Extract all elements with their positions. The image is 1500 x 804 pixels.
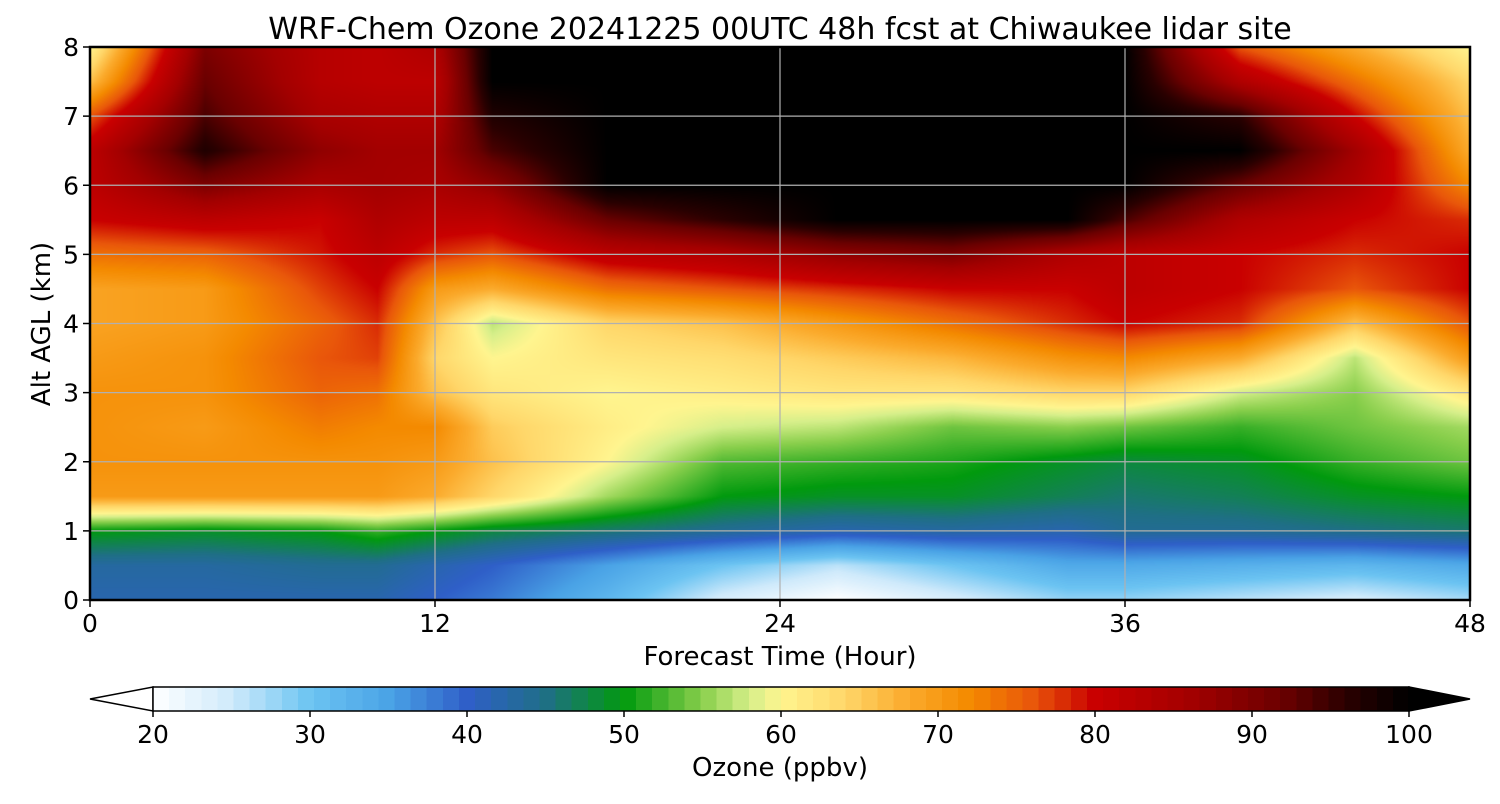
colorbar-tick-label: 20 <box>137 720 169 749</box>
x-axis-label: Forecast Time (Hour) <box>643 642 916 672</box>
colorbar-ramp <box>153 687 1409 711</box>
colorbar-tick-label: 60 <box>765 720 797 749</box>
colorbar: 20 30 40 50 60 70 80 90 100 <box>89 686 1471 749</box>
colorbar-tick-label: 80 <box>1079 720 1111 749</box>
colorbar-ticks: 20 30 40 50 60 70 80 90 100 <box>137 711 1433 749</box>
colorbar-tick-label: 70 <box>922 720 954 749</box>
y-tick-label: 7 <box>63 102 79 131</box>
x-tick-label: 24 <box>764 609 796 638</box>
colorbar-extend-low <box>89 686 154 712</box>
x-axis-ticks: 0 12 24 36 48 <box>82 600 1486 638</box>
y-tick-label: 5 <box>63 240 79 269</box>
colorbar-tick-label: 40 <box>451 720 483 749</box>
y-tick-label: 8 <box>63 33 79 62</box>
y-tick-label: 1 <box>63 517 79 546</box>
x-tick-label: 12 <box>419 609 451 638</box>
grid-lines <box>90 47 1470 600</box>
y-tick-label: 0 <box>63 586 79 615</box>
y-axis-ticks: 0 1 2 3 4 5 6 7 8 <box>63 33 90 615</box>
x-tick-label: 48 <box>1454 609 1486 638</box>
y-axis-label: Alt AGL (km) <box>27 242 57 406</box>
colorbar-tick-label: 100 <box>1385 720 1433 749</box>
colorbar-tick-label: 50 <box>608 720 640 749</box>
y-tick-label: 4 <box>63 310 79 339</box>
y-tick-label: 3 <box>63 379 79 408</box>
colorbar-label: Ozone (ppbv) <box>692 753 868 783</box>
x-tick-label: 36 <box>1109 609 1141 638</box>
x-tick-label: 0 <box>82 609 98 638</box>
y-tick-label: 6 <box>63 171 79 200</box>
colorbar-extend-high <box>1408 686 1471 712</box>
colorbar-tick-label: 30 <box>294 720 326 749</box>
y-tick-label: 2 <box>63 448 79 477</box>
chart-title: WRF-Chem Ozone 20241225 00UTC 48h fcst a… <box>268 12 1291 47</box>
colorbar-tick-label: 90 <box>1236 720 1268 749</box>
